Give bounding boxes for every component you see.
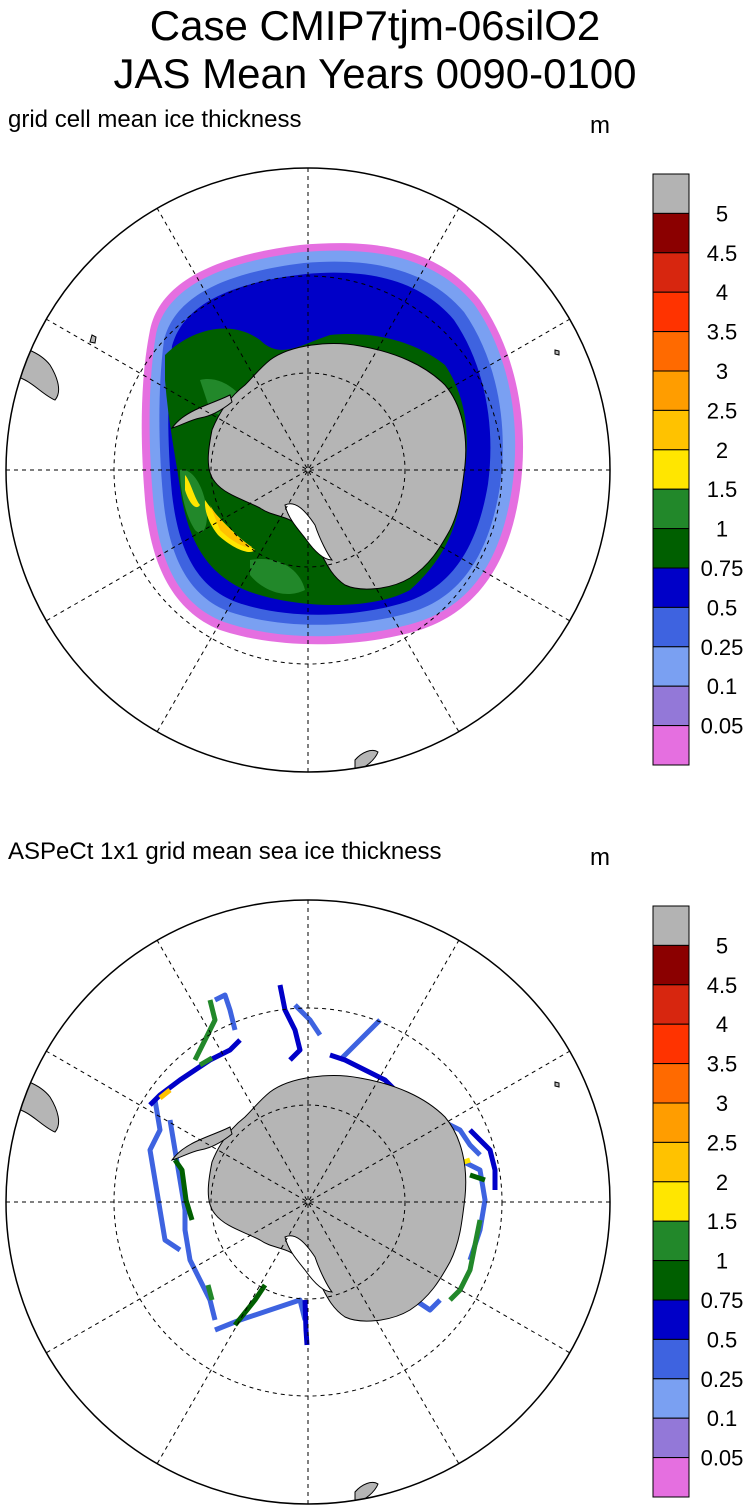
colorbar-label: 2 [716,1170,728,1195]
colorbar-swatch [652,1102,690,1143]
colorbar-label: 4.5 [707,241,738,266]
colorbar-label: 4 [716,280,728,305]
colorbar-swatch [652,1260,690,1301]
colorbar-label: 0.25 [701,635,744,660]
colorbar-swatch [652,1220,690,1262]
colorbar-swatch [652,905,690,946]
colorbar-label: 0.1 [707,674,738,699]
colorbar-swatch [652,1417,690,1459]
colorbar-panel-1: 5 4.5 4 3.5 3 2.5 2 1.5 1 0.75 0.5 0.25 0.1 0.05 [652,173,744,766]
colorbar-swatch [652,252,690,293]
colorbar-panel-2: 5 4.5 4 3.5 3 2.5 2 1.5 1 0.75 0.5 0.25 0.1 0.05 [652,905,744,1498]
colorbar-label: 0.1 [707,1406,738,1431]
colorbar-label: 0.5 [707,595,738,620]
colorbar-swatch [652,528,690,569]
colorbar-label: 2.5 [707,398,738,423]
colorbar-swatch [652,685,690,727]
colorbar-swatch [652,725,690,766]
colorbar-swatch [652,212,690,254]
colorbar-label: 5 [716,933,728,958]
title-line-2: JAS Mean Years 0090-0100 [113,50,637,97]
title-line-1: Case CMIP7tjm-06silO2 [149,2,601,49]
colorbar-swatch [652,1338,690,1380]
colorbar-swatch [652,291,690,333]
colorbar-label: 1 [716,517,728,542]
colorbar-label: 0.05 [701,1446,744,1471]
colorbar-swatch [652,488,690,530]
colorbar-label: 3 [716,1091,728,1116]
panel-2-label: ASPeCt 1x1 grid mean sea ice thickness [8,838,442,865]
colorbar-swatch [652,1023,690,1065]
colorbar-label: 3.5 [707,1052,738,1077]
colorbar-label: 0.25 [701,1367,744,1392]
colorbar-swatch [652,370,690,411]
colorbar-label: 0.75 [701,1288,744,1313]
colorbar-label: 1 [716,1249,728,1274]
colorbar-label: 0.5 [707,1327,738,1352]
colorbar-label: 3.5 [707,320,738,345]
colorbar-swatch [652,1457,690,1498]
colorbar-label: 5 [716,201,728,226]
colorbar-swatch [652,646,690,687]
colorbar-label: 1.5 [707,477,738,502]
colorbar-swatch [652,1181,690,1222]
colorbar-swatch [652,449,690,490]
panel-2-units: m [590,844,610,871]
colorbar-label: 0.05 [701,714,744,739]
map-panel-2 [5,899,611,1505]
colorbar-swatch [652,173,690,214]
colorbar-swatch [652,1141,690,1183]
panel-1-units: m [590,112,610,139]
colorbar-label: 4 [716,1012,728,1037]
colorbar-swatch [652,1299,690,1340]
colorbar-swatch [652,606,690,648]
colorbar-label: 2 [716,438,728,463]
colorbar-swatch [652,567,690,608]
colorbar-label: 2.5 [707,1130,738,1155]
colorbar-swatch [652,1063,690,1104]
colorbar-swatch [652,331,690,372]
colorbar-label: 1.5 [707,1209,738,1234]
antarctica-landmass [207,343,467,590]
colorbar-swatch [652,1378,690,1419]
colorbar-label: 3 [716,359,728,384]
colorbar-swatch [652,984,690,1025]
colorbar-swatch [652,409,690,451]
colorbar-swatch [652,944,690,986]
colorbar-label: 0.75 [701,556,744,581]
panel-1-label: grid cell mean ice thickness [8,106,302,133]
colorbar-label: 4.5 [707,973,738,998]
map-panel-1 [5,167,611,773]
